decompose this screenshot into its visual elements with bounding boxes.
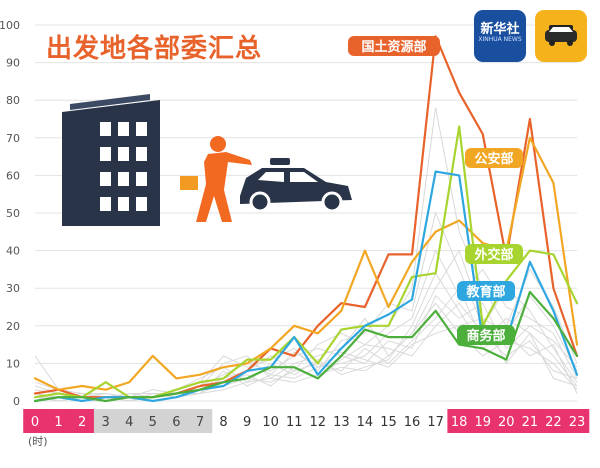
y-tick-label: 20 [6, 320, 20, 333]
x-tick-label: 5 [149, 415, 157, 430]
x-axis-band-cell [93, 409, 118, 433]
x-tick-label: 11 [286, 415, 303, 430]
series-label: 公安部 [474, 151, 513, 167]
y-tick-label: 30 [6, 282, 20, 295]
x-tick-label: 18 [451, 415, 468, 430]
x-tick-label: 12 [310, 415, 327, 430]
x-axis-band-cell [447, 409, 472, 433]
x-tick-label: 21 [522, 415, 539, 430]
series-label: 外交部 [473, 247, 513, 263]
x-tick-label: 23 [569, 415, 586, 430]
xinhua-logo-subtext: XINHUA NEWS [478, 36, 522, 43]
series-label-pill [457, 325, 515, 345]
x-axis-band-cell [23, 409, 48, 433]
y-tick-label: 50 [6, 207, 20, 220]
x-axis-band-cell [141, 409, 166, 433]
x-tick-label: 8 [219, 415, 227, 430]
xinhua-logo-icon: 新华社 XINHUA NEWS [474, 10, 526, 62]
x-axis-band-cell [565, 409, 590, 433]
y-tick-label: 10 [6, 357, 20, 370]
chart-title: 出发地各部委汇总 [46, 34, 263, 64]
series-label: 商务部 [466, 328, 505, 344]
x-tick-label: 17 [427, 415, 444, 430]
x-tick-label: 4 [125, 415, 133, 430]
taxi-app-icon [535, 10, 587, 62]
x-tick-label: 16 [404, 415, 421, 430]
y-tick-label: 60 [6, 169, 20, 182]
series-label: 教育部 [465, 284, 505, 300]
x-tick-label: 10 [262, 415, 279, 430]
x-tick-label: 6 [172, 415, 180, 430]
x-tick-label: 19 [474, 415, 491, 430]
y-tick-label: 80 [6, 94, 20, 107]
x-tick-label: 7 [196, 415, 204, 430]
x-tick-label: 0 [31, 415, 39, 430]
series-label-pill [465, 148, 523, 168]
series-label-pill [457, 281, 515, 301]
series-label-pill [465, 244, 523, 264]
x-tick-label: 3 [102, 415, 110, 430]
x-tick-label: 15 [380, 415, 397, 430]
x-axis-band-cell [494, 409, 519, 433]
taxi-car-icon [240, 158, 352, 213]
x-tick-label: 9 [243, 415, 251, 430]
person-hailing-taxi-icon [180, 136, 252, 222]
x-axis-band-cell [188, 409, 213, 433]
x-tick-label: 2 [78, 415, 86, 430]
x-axis-band-cell [541, 409, 566, 433]
x-tick-label: 14 [357, 415, 374, 430]
series-line [33, 290, 579, 403]
x-axis-band-cell [70, 409, 95, 433]
x-axis-unit-label: (时) [28, 435, 48, 448]
x-axis-band-cell [117, 409, 142, 433]
x-axis-band-cell [46, 409, 71, 433]
series-label-pill [348, 36, 440, 56]
x-tick-label: 20 [498, 415, 515, 430]
y-tick-label: 100 [0, 19, 20, 32]
background-series-line [34, 249, 578, 398]
x-tick-label: 22 [545, 415, 562, 430]
background-series-line [34, 249, 578, 398]
y-tick-label: 70 [6, 132, 20, 145]
x-axis-band-cell [470, 409, 496, 433]
series-label: 国土资源部 [361, 39, 426, 55]
x-tick-label: 1 [54, 415, 62, 430]
y-tick-label: 40 [6, 245, 20, 258]
series-line [33, 125, 579, 399]
office-building-icon [62, 94, 160, 226]
y-tick-label: 90 [6, 57, 20, 70]
y-tick-label: 0 [13, 395, 20, 408]
xinhua-logo-text: 新华社 [480, 22, 520, 37]
x-axis-band-cell [518, 409, 543, 433]
x-tick-label: 13 [333, 415, 350, 430]
x-axis-band-cell [164, 409, 189, 433]
